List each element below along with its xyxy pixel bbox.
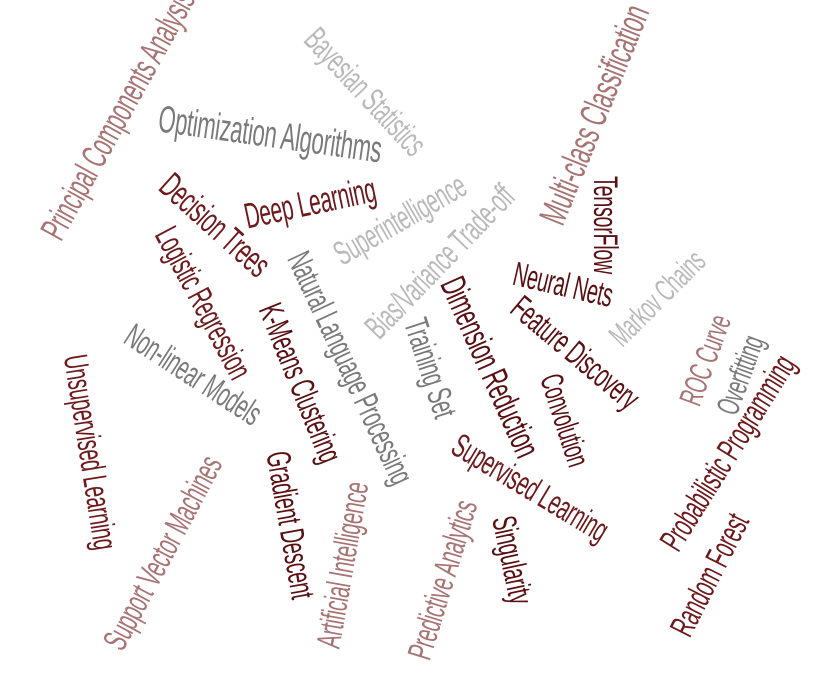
word-singularity: Singularity (484, 512, 540, 608)
word-optimization-algorithms: Optimization Algorithms (155, 98, 385, 172)
word-tensorflow: TensorFlow (586, 176, 624, 274)
word-support-vector-machines: Support Vector Machines (96, 449, 230, 657)
word-gradient-descent: Gradient Descent (258, 448, 322, 602)
word-artificial-intelligence: Artificial Intelligence (309, 479, 377, 651)
word-non-linear-models: Non-linear Models (117, 316, 269, 434)
word-predictive-analytics: Predictive Analytics (400, 495, 486, 665)
word-unsupervised-learning: Unsupervised Learning (55, 351, 125, 553)
